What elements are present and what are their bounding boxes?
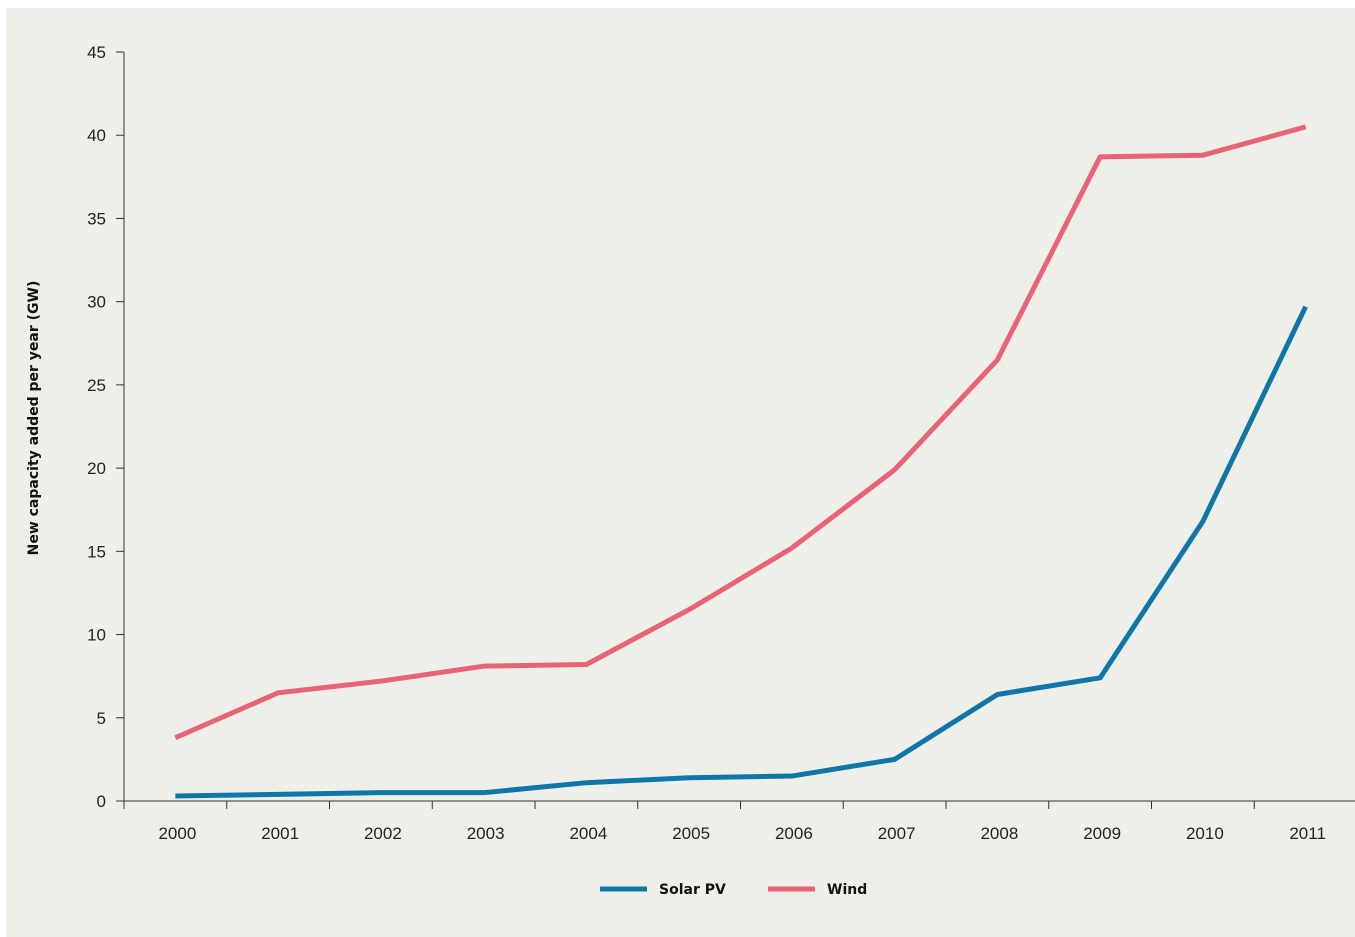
y-axis-title: New capacity added per year (GW)	[26, 281, 42, 556]
x-tick-label: 2002	[364, 824, 402, 843]
y-tick-label: 15	[87, 542, 106, 561]
x-tick-label: 2007	[878, 824, 916, 843]
y-axis: 0 5 10 15 20 25 30 35 40 45	[87, 43, 125, 811]
series-line-wind	[174, 124, 1307, 741]
x-tick-label: 2009	[1083, 824, 1121, 843]
y-tick-label: 25	[87, 376, 106, 395]
y-tick-label: 20	[87, 459, 106, 478]
y-tick-label: 10	[87, 626, 106, 645]
y-tick-label: 35	[87, 209, 106, 228]
x-tick-label: 2004	[569, 824, 607, 843]
legend-label-wind: Wind	[827, 882, 867, 898]
chart-panel	[6, 8, 1355, 937]
x-tick-label: 2008	[980, 824, 1018, 843]
y-tick-label: 30	[87, 293, 106, 312]
x-axis: 2000 2001 2002 2003 2004 2005 2006 2007 2008 2009…	[123, 800, 1355, 843]
y-tick-label: 0	[97, 792, 106, 811]
legend-label-solar-pv: Solar PV	[659, 882, 726, 898]
series-line-solar-pv	[175, 305, 1308, 799]
y-tick-label: 5	[97, 709, 106, 728]
x-tick-label: 2006	[775, 824, 813, 843]
x-tick-label: 2003	[467, 824, 505, 843]
legend: Solar PV Wind	[600, 882, 867, 898]
x-tick-label: 2010	[1186, 824, 1224, 843]
series-layer	[174, 124, 1308, 799]
x-tick-label: 2000	[158, 824, 196, 843]
x-tick-label: 2011	[1289, 824, 1326, 843]
x-tick-label: 2005	[672, 824, 710, 843]
x-tick-label: 2001	[261, 824, 299, 843]
y-tick-label: 45	[87, 43, 106, 62]
y-tick-label: 40	[87, 126, 106, 145]
